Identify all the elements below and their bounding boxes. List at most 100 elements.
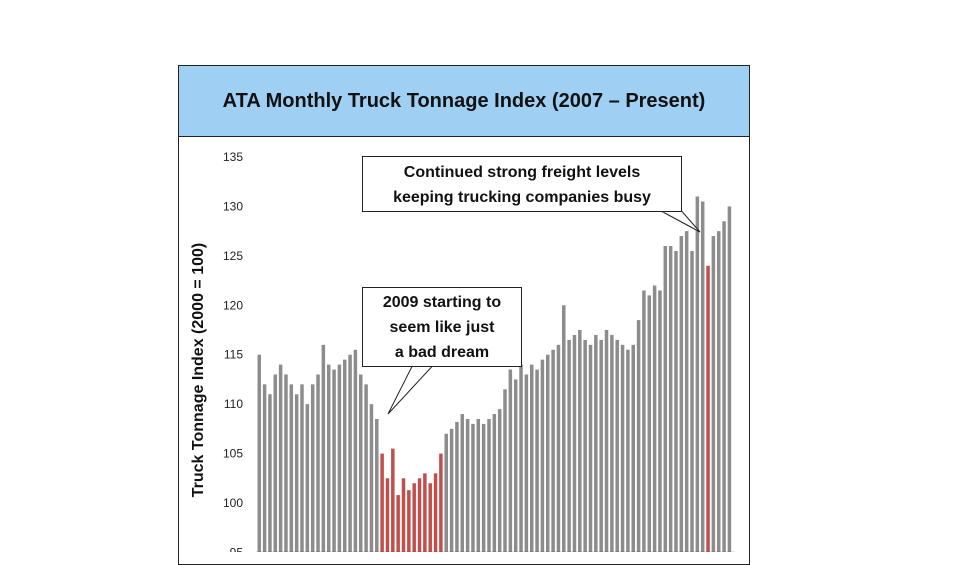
bar xyxy=(679,236,684,552)
annotation-pointer xyxy=(661,211,701,233)
bar xyxy=(588,344,593,552)
bar xyxy=(513,379,518,552)
bar xyxy=(700,201,705,552)
bar xyxy=(364,384,368,552)
bar xyxy=(305,404,310,552)
annotation-2009: 2009 starting to seem like just a bad dr… xyxy=(362,287,522,367)
bar xyxy=(711,236,716,552)
bar xyxy=(353,349,358,552)
bar xyxy=(658,290,662,552)
bar xyxy=(433,473,438,552)
bar xyxy=(610,334,614,552)
bar xyxy=(417,478,422,552)
bar xyxy=(626,349,630,552)
title-bar: ATA Monthly Truck Tonnage Index (2007 – … xyxy=(179,66,749,137)
bar xyxy=(289,384,294,552)
bar xyxy=(503,389,507,552)
y-tick-label: 110 xyxy=(224,397,243,411)
bar xyxy=(642,290,646,552)
bar xyxy=(300,384,304,552)
bar xyxy=(294,394,299,552)
bar xyxy=(310,384,315,552)
bar xyxy=(551,349,555,552)
bar xyxy=(668,245,673,552)
bar xyxy=(407,490,411,552)
bar xyxy=(556,344,561,552)
bar xyxy=(380,453,384,552)
bar xyxy=(348,354,352,552)
bar xyxy=(599,339,603,552)
bar xyxy=(508,369,513,552)
bar xyxy=(652,285,657,552)
bar xyxy=(449,428,454,552)
bar xyxy=(359,374,363,552)
y-axis-label: Truck Tonnage Index (2000 = 100) xyxy=(190,242,207,498)
annotation-line: seem like just xyxy=(389,319,495,336)
annotation-line: 2009 starting to xyxy=(382,294,502,311)
bar xyxy=(316,374,320,552)
bar xyxy=(562,305,566,552)
bar xyxy=(337,364,342,552)
bar xyxy=(546,354,550,552)
bar xyxy=(540,359,545,552)
bar xyxy=(636,320,641,552)
bar xyxy=(647,295,652,552)
bar xyxy=(727,206,732,552)
bar xyxy=(471,423,475,552)
bar xyxy=(706,265,710,552)
bar xyxy=(583,339,587,552)
bar xyxy=(268,394,272,552)
y-tick-label: 115 xyxy=(224,348,243,362)
bar xyxy=(257,354,261,552)
bar xyxy=(375,418,379,552)
annotation-freight: Continued strong freight levels keeping … xyxy=(362,156,682,212)
y-tick-label: 100 xyxy=(223,496,243,510)
bar xyxy=(385,478,390,552)
bar xyxy=(262,384,267,552)
bar xyxy=(481,423,486,552)
bar xyxy=(497,409,502,552)
bar xyxy=(690,250,694,552)
bar xyxy=(321,344,326,552)
bar xyxy=(284,374,288,552)
bar xyxy=(278,364,283,552)
annotation-line: a bad dream xyxy=(394,344,490,361)
bar xyxy=(615,339,619,552)
bar xyxy=(342,359,347,552)
bar xyxy=(332,369,336,552)
chart-title: ATA Monthly Truck Tonnage Index (2007 – … xyxy=(222,89,706,112)
bar xyxy=(674,250,678,552)
bar xyxy=(663,245,668,552)
y-tick-label: 130 xyxy=(223,199,243,213)
bar xyxy=(684,231,689,552)
bar xyxy=(439,453,443,552)
bar xyxy=(519,364,523,552)
annotation-pointer xyxy=(387,366,434,415)
bar xyxy=(487,418,491,552)
bar xyxy=(369,404,374,552)
bar xyxy=(444,433,448,552)
bar xyxy=(401,478,406,552)
bar xyxy=(460,414,465,552)
y-tick-label: 125 xyxy=(223,249,243,263)
bar xyxy=(594,334,598,552)
y-tick-label: 105 xyxy=(223,447,243,461)
bar xyxy=(326,364,331,552)
bar xyxy=(620,344,625,552)
annotation-line: Continued strong freight levels xyxy=(403,164,641,181)
bar xyxy=(716,231,721,552)
bar xyxy=(578,330,582,552)
bar xyxy=(423,473,427,552)
bar xyxy=(396,495,400,552)
bar xyxy=(695,196,700,552)
bar xyxy=(524,374,529,552)
y-tick-label: 135 xyxy=(223,150,243,164)
bar xyxy=(465,418,470,552)
y-tick-label: 120 xyxy=(223,298,243,312)
bar xyxy=(631,344,635,552)
bar xyxy=(535,369,539,552)
bar xyxy=(604,330,609,552)
bar xyxy=(567,339,571,552)
annotation-line: keeping trucking companies busy xyxy=(393,189,651,206)
bar xyxy=(412,483,416,552)
